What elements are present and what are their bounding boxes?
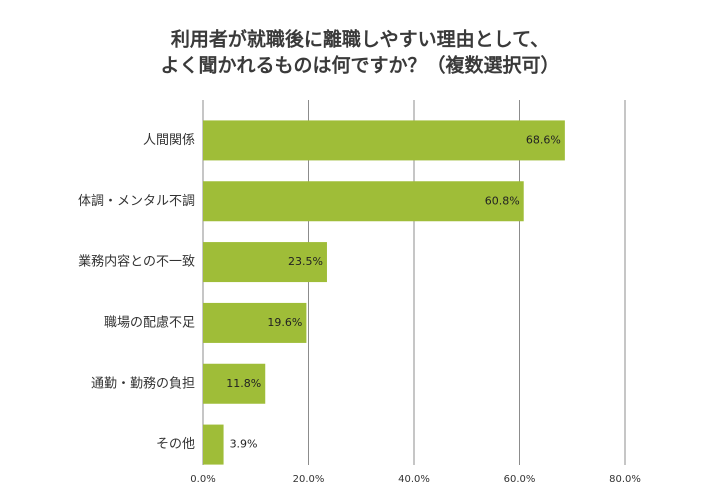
y-tick-label: 職場の配慮不足 <box>104 315 195 330</box>
value-label: 11.8% <box>226 377 261 390</box>
x-tick-label: 40.0% <box>398 474 430 485</box>
y-tick-label: その他 <box>156 437 195 452</box>
value-label: 68.6% <box>526 133 561 146</box>
chart-title: よく聞かれるものは何ですか？（複数選択可） <box>160 54 559 77</box>
x-tick-label: 60.0% <box>504 474 536 485</box>
bar <box>203 424 224 465</box>
y-tick-label: 体調・メンタル不調 <box>78 194 195 209</box>
value-label: 3.9% <box>230 438 258 451</box>
y-tick-label: 人間関係 <box>143 133 195 148</box>
bar <box>203 302 307 343</box>
x-tick-label: 80.0% <box>609 474 641 485</box>
y-tick-label: 通勤・勤務の負担 <box>91 376 195 391</box>
x-tick-label: 0.0% <box>190 474 215 485</box>
value-label: 23.5% <box>288 255 323 268</box>
x-tick-label: 20.0% <box>293 474 325 485</box>
bar <box>203 120 565 161</box>
y-tick-label: 業務内容との不一致 <box>78 254 195 270</box>
bar <box>203 242 327 283</box>
bar <box>203 181 524 222</box>
value-label: 19.6% <box>267 316 302 329</box>
bar <box>203 363 266 404</box>
value-label: 60.8% <box>485 194 520 207</box>
chart-title: 利用者が就職後に離職しやすい理由として、 <box>171 28 549 51</box>
